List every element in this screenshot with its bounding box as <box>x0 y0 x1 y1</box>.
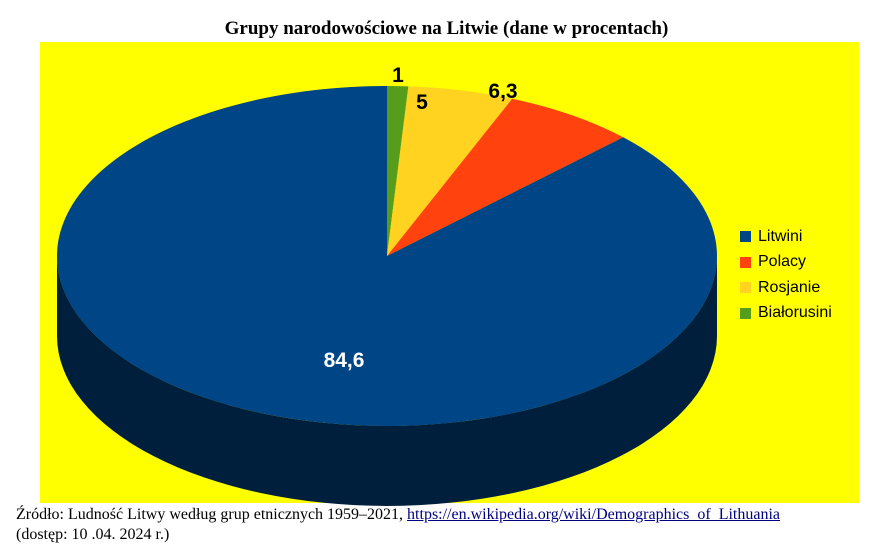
source-access-date: (dostęp: 10 .04. 2024 r.) <box>16 526 170 543</box>
legend-label: Polacy <box>758 253 807 271</box>
pie-slice-białorusini <box>387 86 409 256</box>
legend-swatch <box>740 307 751 319</box>
legend-label: Rosjanie <box>758 278 821 296</box>
chart-title: Grupy narodowościowe na Litwie (dane w p… <box>224 18 669 39</box>
legend-swatch <box>740 231 751 243</box>
pie-slice-polacy <box>387 98 624 256</box>
legend-item-rosjanie: Rosjanie <box>740 275 832 301</box>
legend-item-polacy: Polacy <box>740 250 832 276</box>
data-label-białorusini: 1 <box>392 64 404 87</box>
data-label-polacy: 6,3 <box>488 80 517 103</box>
legend-swatch <box>740 282 751 294</box>
legend-item-białorusini: Białorusini <box>740 301 832 327</box>
data-label-rosjanie: 5 <box>416 91 428 114</box>
source-link[interactable]: https://en.wikipedia.org/wiki/Demographi… <box>407 506 781 523</box>
source-note: Źródło: Ludność Litwy według grup etnicz… <box>16 505 886 545</box>
legend-label: Białorusini <box>758 304 832 322</box>
pie-slice-rosjanie <box>387 86 513 256</box>
legend-swatch <box>740 256 751 268</box>
data-label-litwini: 84,6 <box>324 349 365 372</box>
pie-slice-litwini <box>56 86 717 427</box>
pie-side-litwini <box>57 256 717 506</box>
legend-item-litwini: Litwini <box>740 224 832 250</box>
legend: Litwini Polacy Rosjanie Białorusini <box>740 224 832 326</box>
source-prefix: Źródło: Ludność Litwy według grup etnicz… <box>16 506 408 523</box>
legend-label: Litwini <box>758 227 803 245</box>
